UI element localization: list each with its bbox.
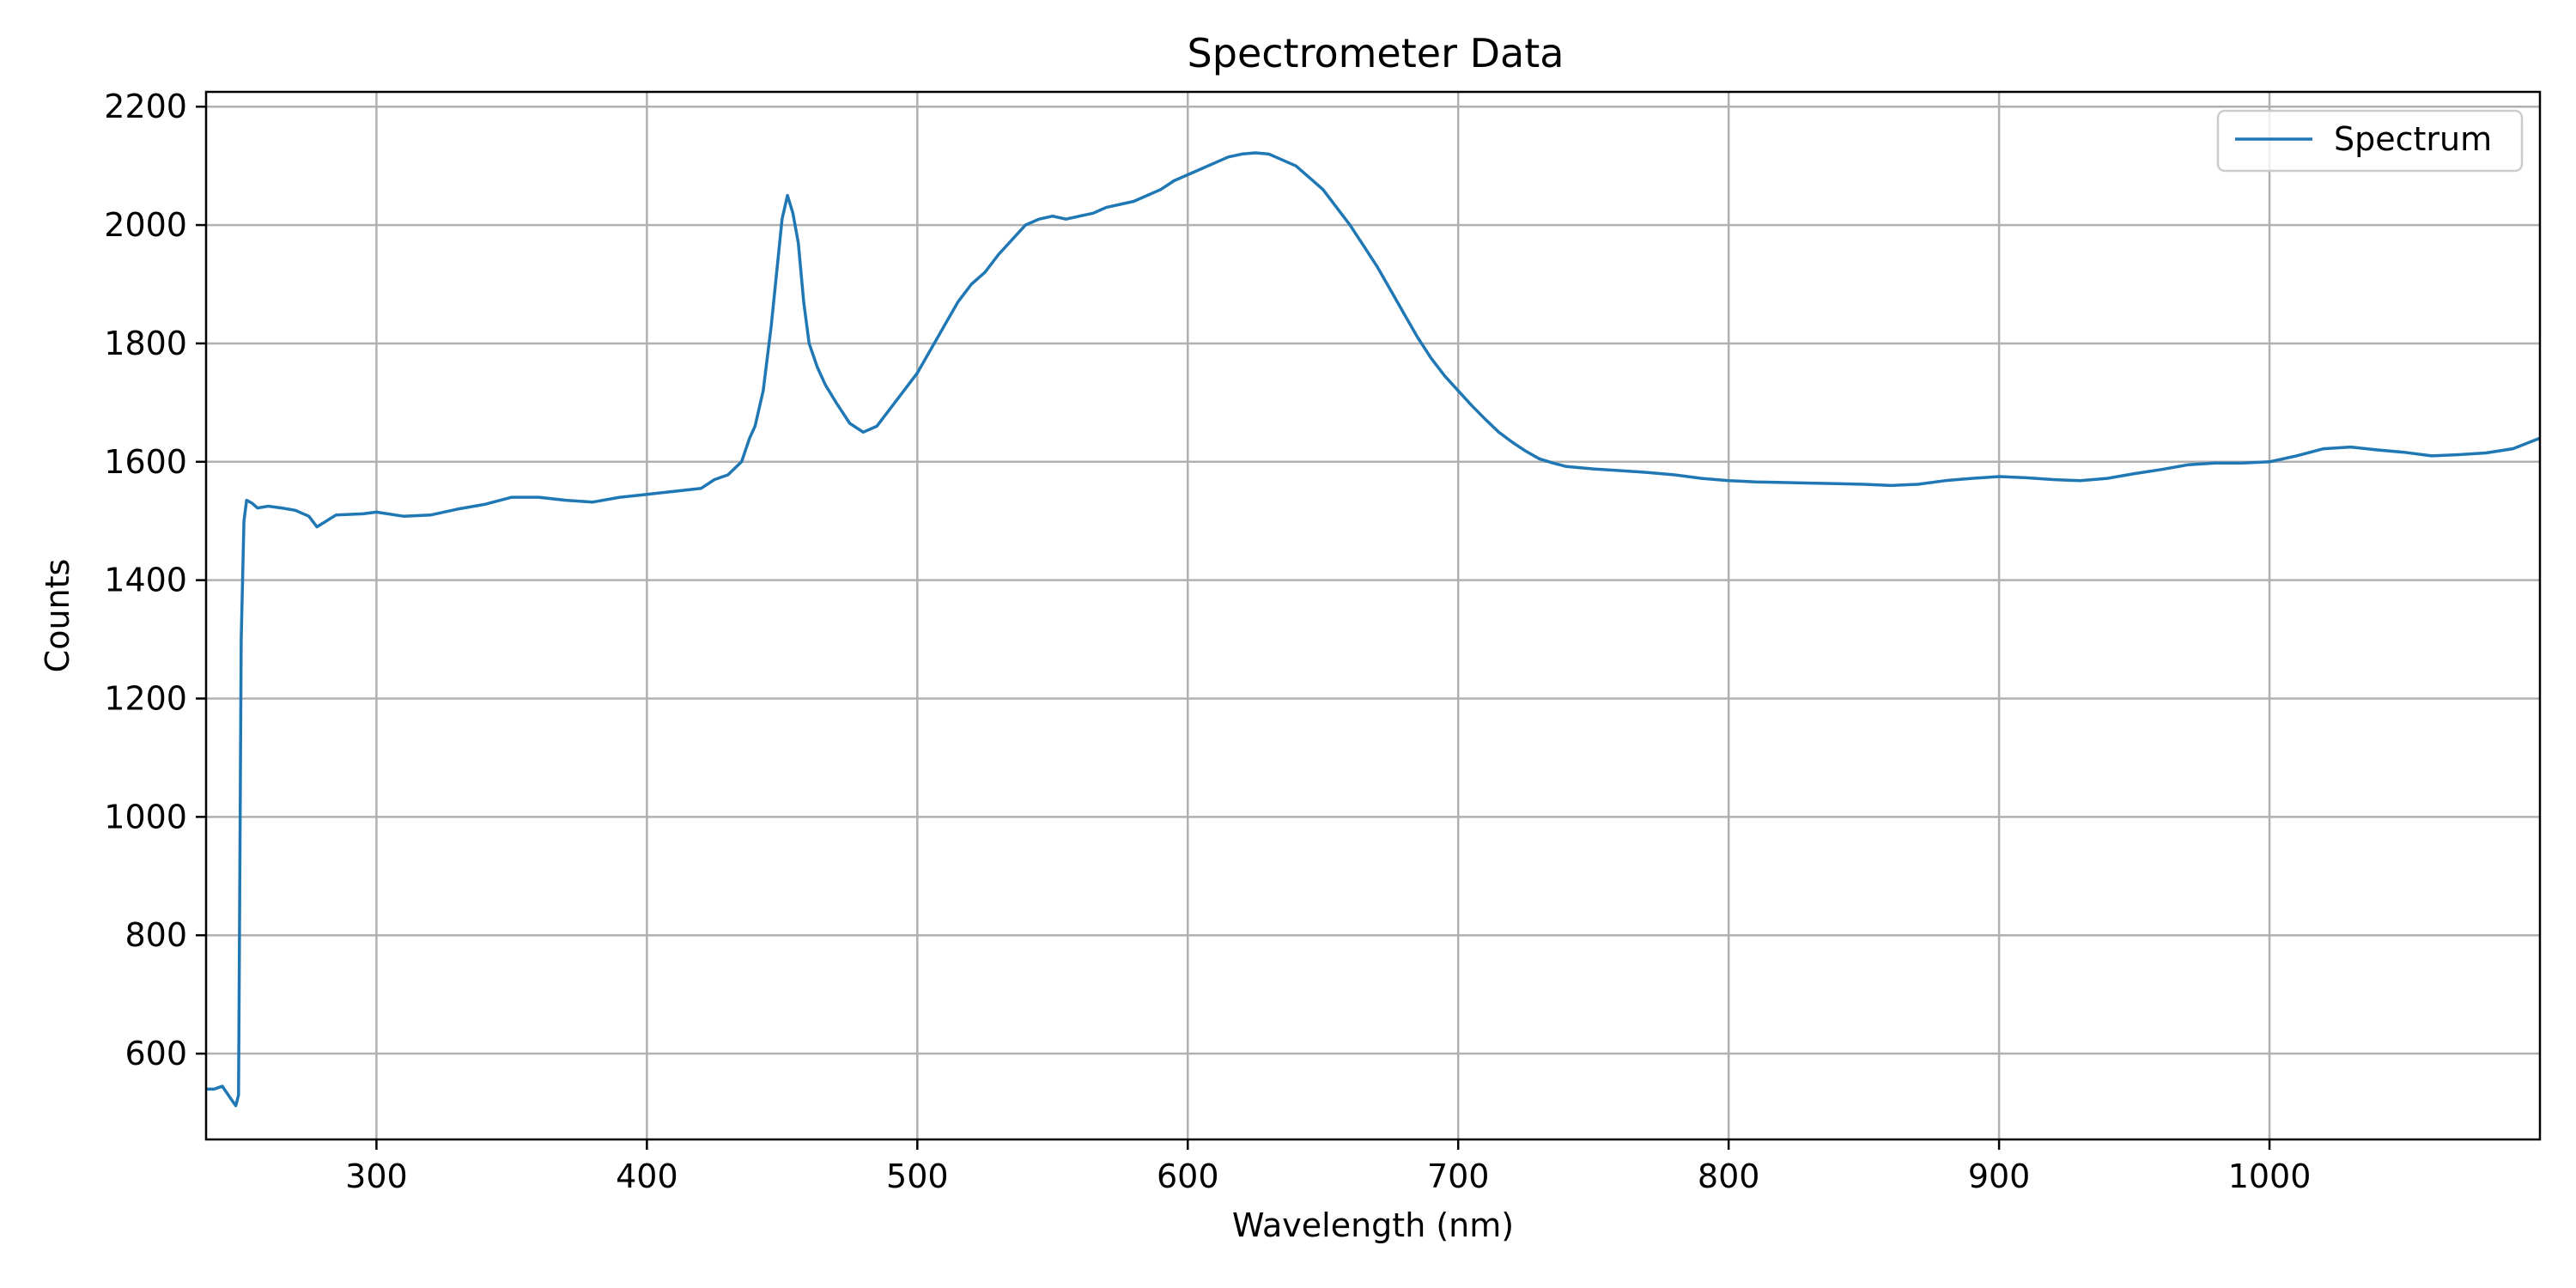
legend-label-spectrum: Spectrum (2334, 120, 2492, 158)
y-tick-label: 1000 (104, 798, 187, 835)
y-tick-label: 1800 (104, 325, 187, 362)
x-tick-label: 600 (1157, 1157, 1219, 1195)
x-tick-label: 800 (1698, 1157, 1760, 1195)
series-line-0 (206, 151, 2540, 1108)
legend: Spectrum (2216, 109, 2524, 173)
x-tick-label: 1000 (2228, 1157, 2312, 1195)
y-tick-label: 2200 (104, 88, 187, 125)
axis-ticks: 300 400 500 600 700 800 900 1000 600 800 1000 1200 1… (104, 88, 2311, 1195)
grid (206, 92, 2540, 1139)
y-tick-label: 600 (125, 1035, 187, 1072)
x-tick-label: 300 (345, 1157, 408, 1195)
plot-frame (204, 90, 2542, 1141)
x-tick-label: 400 (616, 1157, 678, 1195)
x-tick-label: 500 (886, 1157, 949, 1195)
y-tick-label: 800 (125, 916, 187, 954)
x-tick-label: 700 (1427, 1157, 1490, 1195)
chart-title: Spectrometer Data (1188, 30, 1564, 76)
y-tick-label: 1600 (104, 443, 187, 481)
y-tick-label: 1200 (104, 679, 187, 717)
legend-box (2216, 109, 2524, 173)
x-tick-label: 900 (1968, 1157, 2031, 1195)
x-axis-label: Wavelength (nm) (1232, 1206, 1514, 1244)
series-layer (206, 151, 2540, 1108)
y-tick-label: 2000 (104, 206, 187, 244)
y-tick-label: 1400 (104, 562, 187, 599)
y-axis-label: Counts (39, 559, 76, 673)
